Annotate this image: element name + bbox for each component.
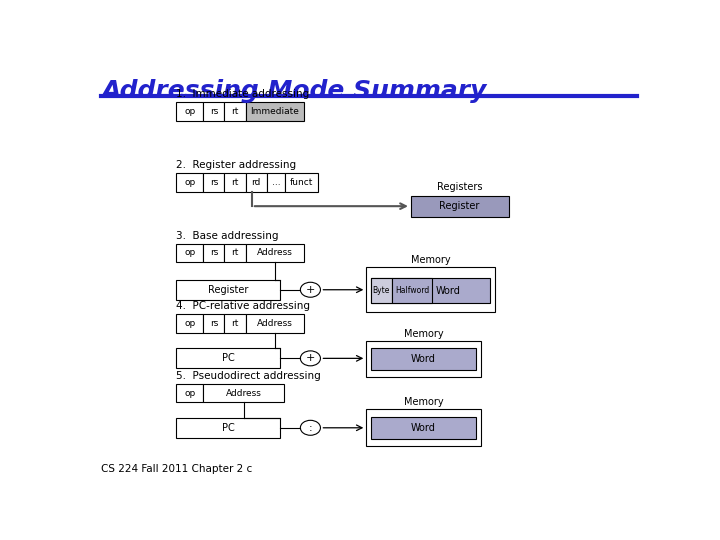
Text: Memory: Memory: [404, 397, 444, 407]
Text: 1.  Immediate addressing: 1. Immediate addressing: [176, 89, 310, 99]
FancyBboxPatch shape: [176, 102, 203, 121]
FancyBboxPatch shape: [203, 384, 284, 402]
Text: Word: Word: [411, 423, 436, 433]
FancyBboxPatch shape: [371, 417, 476, 438]
Text: rt: rt: [231, 248, 239, 258]
Text: CS 224 Fall 2011 Chapter 2 c: CS 224 Fall 2011 Chapter 2 c: [101, 464, 253, 474]
FancyBboxPatch shape: [176, 280, 279, 300]
FancyBboxPatch shape: [203, 173, 225, 192]
Text: Address: Address: [257, 248, 293, 258]
Text: ...: ...: [271, 178, 280, 187]
Text: op: op: [184, 178, 196, 187]
Text: +: +: [306, 285, 315, 295]
Text: PC: PC: [222, 423, 235, 433]
Text: Address: Address: [257, 319, 293, 328]
Text: Registers: Registers: [437, 183, 482, 192]
FancyBboxPatch shape: [203, 102, 225, 121]
FancyBboxPatch shape: [176, 348, 279, 368]
Text: Immediate: Immediate: [251, 107, 300, 116]
FancyBboxPatch shape: [203, 244, 225, 262]
FancyBboxPatch shape: [225, 244, 246, 262]
FancyBboxPatch shape: [225, 102, 246, 121]
Text: rs: rs: [210, 319, 218, 328]
FancyBboxPatch shape: [176, 244, 203, 262]
Text: 5.  Pseudodirect addressing: 5. Pseudodirect addressing: [176, 371, 321, 381]
Text: rs: rs: [210, 178, 218, 187]
Text: Register: Register: [208, 285, 248, 295]
Text: rt: rt: [231, 178, 239, 187]
Text: funct: funct: [289, 178, 313, 187]
Text: rt: rt: [231, 319, 239, 328]
Text: rd: rd: [251, 178, 261, 187]
Text: Memory: Memory: [404, 329, 444, 339]
Text: Memory: Memory: [410, 255, 450, 265]
FancyBboxPatch shape: [366, 267, 495, 312]
FancyBboxPatch shape: [267, 173, 284, 192]
Text: +: +: [306, 353, 315, 363]
FancyBboxPatch shape: [176, 173, 203, 192]
Text: rs: rs: [210, 248, 218, 258]
FancyBboxPatch shape: [203, 314, 225, 333]
Text: op: op: [184, 319, 196, 328]
Text: Byte: Byte: [372, 286, 390, 295]
Text: Addressing Mode Summary: Addressing Mode Summary: [101, 79, 487, 103]
FancyBboxPatch shape: [225, 314, 246, 333]
FancyBboxPatch shape: [176, 418, 279, 438]
Text: 3.  Base addressing: 3. Base addressing: [176, 231, 279, 241]
Text: PC: PC: [222, 353, 235, 363]
Text: Word: Word: [436, 286, 460, 295]
Text: Register: Register: [439, 201, 480, 211]
FancyBboxPatch shape: [284, 173, 318, 192]
FancyBboxPatch shape: [371, 278, 392, 303]
FancyBboxPatch shape: [176, 384, 203, 402]
Text: op: op: [184, 248, 196, 258]
Text: 4.  PC-relative addressing: 4. PC-relative addressing: [176, 301, 310, 312]
FancyBboxPatch shape: [411, 196, 508, 217]
Text: op: op: [184, 107, 196, 116]
Text: Halfword: Halfword: [395, 286, 429, 295]
Text: op: op: [184, 389, 196, 397]
Text: :: :: [309, 423, 312, 433]
FancyBboxPatch shape: [246, 102, 305, 121]
FancyBboxPatch shape: [371, 348, 476, 370]
FancyBboxPatch shape: [246, 314, 305, 333]
Text: Word: Word: [411, 354, 436, 364]
FancyBboxPatch shape: [246, 244, 305, 262]
FancyBboxPatch shape: [366, 341, 481, 377]
FancyBboxPatch shape: [246, 173, 267, 192]
FancyBboxPatch shape: [371, 278, 490, 303]
Text: rs: rs: [210, 107, 218, 116]
FancyBboxPatch shape: [366, 409, 481, 446]
Text: 2.  Register addressing: 2. Register addressing: [176, 160, 297, 170]
FancyBboxPatch shape: [392, 278, 432, 303]
Text: Address: Address: [226, 389, 261, 397]
FancyBboxPatch shape: [225, 173, 246, 192]
FancyBboxPatch shape: [176, 314, 203, 333]
Text: rt: rt: [231, 107, 239, 116]
